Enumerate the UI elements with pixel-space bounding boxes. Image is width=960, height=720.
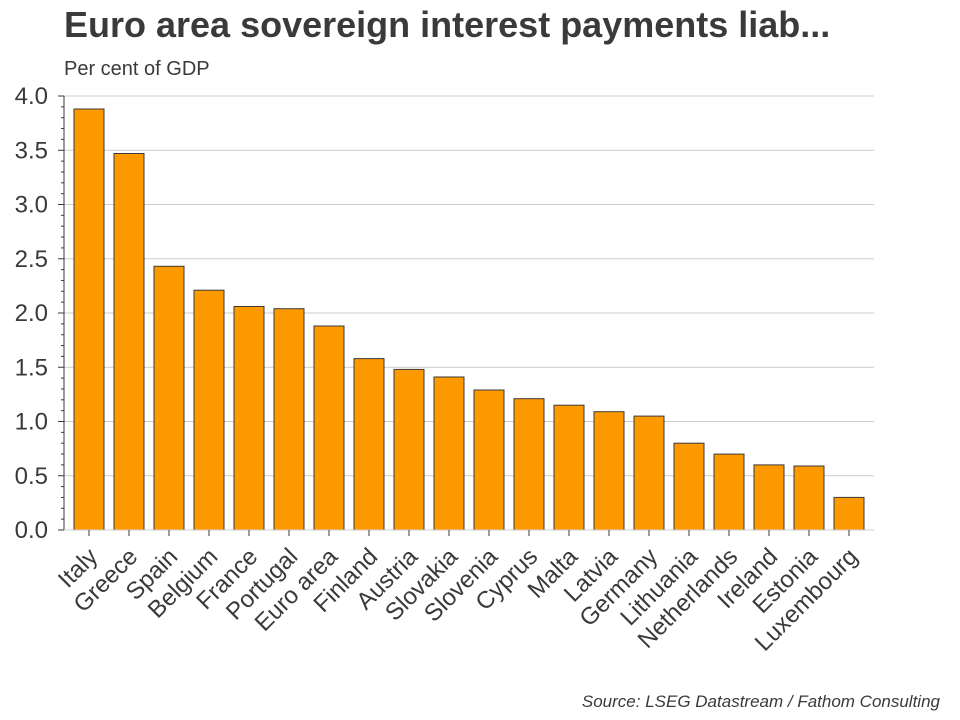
source-note: Source: LSEG Datastream / Fathom Consult… (581, 692, 940, 711)
y-tick-label: 2.0 (15, 300, 48, 327)
bar-italy (73, 108, 105, 531)
chart-title: Euro area sovereign interest payments li… (64, 4, 831, 45)
y-tick-label: 3.5 (15, 137, 48, 164)
bar-latvia (593, 411, 625, 531)
bar-slovakia (433, 376, 465, 531)
bar-spain (153, 265, 185, 531)
y-tick-label: 2.5 (15, 246, 48, 273)
bar-germany (633, 415, 665, 531)
bar-slovenia (473, 389, 505, 531)
bar-netherlands (713, 453, 745, 531)
bar-euro-area (313, 325, 345, 531)
bar-malta (553, 404, 585, 531)
chart-subtitle: Per cent of GDP (64, 58, 210, 80)
y-tick-label: 0.0 (15, 517, 48, 544)
bar-austria (393, 368, 425, 531)
bar-finland (353, 358, 385, 531)
bars (73, 108, 865, 531)
y-tick-label: 4.0 (15, 83, 48, 110)
bar-france (233, 306, 265, 531)
bar-estonia (793, 465, 825, 531)
y-tick-label: 1.0 (15, 409, 48, 436)
bar-belgium (193, 289, 225, 531)
y-axis (58, 95, 874, 536)
y-tick-label: 3.0 (15, 192, 48, 219)
x-tick-labels: ItalyGreeceSpainBelgiumFrancePortugalEur… (53, 543, 863, 657)
y-tick-labels: 0.0 0.5 1.0 1.5 2.0 2.5 3.0 3.5 4.0 (15, 83, 48, 544)
bar-greece (113, 153, 145, 531)
gridlines (64, 95, 874, 477)
y-tick-label: 1.5 (15, 354, 48, 381)
bar-lithuania (673, 442, 705, 531)
bar-cyprus (513, 398, 545, 531)
bar-portugal (273, 308, 305, 531)
bar-luxembourg (833, 496, 865, 531)
bar-ireland (753, 464, 785, 531)
y-tick-label: 0.5 (15, 463, 48, 490)
